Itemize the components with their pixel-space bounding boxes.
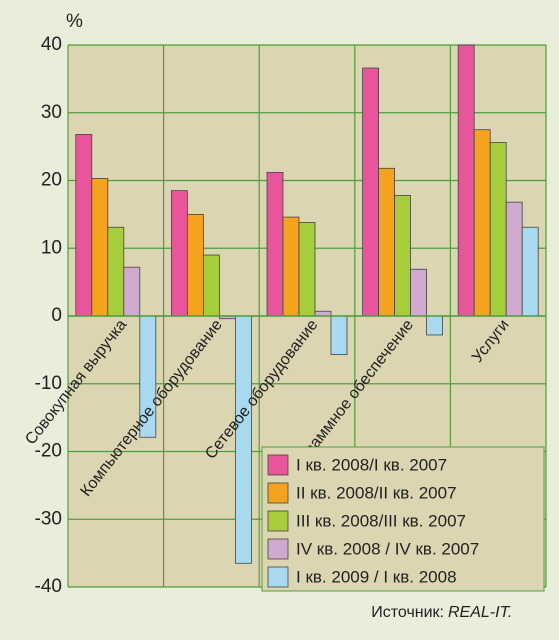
legend-label: I кв. 2009 / I кв. 2008 — [296, 567, 457, 586]
bar — [378, 167, 396, 317]
bar — [186, 213, 204, 317]
y-tick-label: -30 — [35, 508, 62, 529]
y-tick-label: 20 — [41, 170, 62, 191]
legend-label: II кв. 2008/II кв. 2007 — [296, 483, 457, 502]
bar — [298, 222, 316, 317]
legend-swatch — [267, 566, 289, 588]
y-tick-label: -40 — [35, 576, 62, 597]
y-unit: % — [66, 11, 83, 32]
source-name: REAL-IT. — [448, 604, 512, 621]
legend-swatch — [267, 510, 289, 532]
y-tick-label: 30 — [41, 102, 62, 123]
legend-box — [261, 446, 545, 592]
source-label: Источник: — [371, 604, 444, 621]
y-tick-label: -10 — [35, 373, 62, 394]
legend-swatch — [267, 482, 289, 504]
bar — [505, 201, 523, 317]
legend-swatch — [267, 538, 289, 560]
bar — [75, 134, 93, 317]
bar — [394, 195, 412, 317]
bar — [362, 67, 380, 317]
bar — [202, 254, 220, 317]
bar — [521, 226, 539, 317]
bar — [123, 266, 141, 317]
bar — [473, 129, 491, 317]
y-tick-label: -20 — [35, 441, 62, 462]
y-tick-label: 0 — [51, 305, 62, 326]
bar — [410, 268, 428, 317]
legend-label: I кв. 2008/I кв. 2007 — [296, 455, 447, 474]
bar — [266, 171, 284, 317]
bar — [170, 190, 188, 317]
bar — [330, 315, 348, 356]
legend-label: IV кв. 2008 / IV кв. 2007 — [296, 539, 479, 558]
y-tick-label: 40 — [41, 34, 62, 55]
bar — [91, 178, 109, 317]
bar — [282, 216, 300, 317]
bar — [107, 226, 125, 317]
legend-label: III кв. 2008/III кв. 2007 — [296, 511, 466, 530]
bar — [457, 44, 475, 317]
y-tick-label: 10 — [41, 237, 62, 258]
bar — [426, 315, 444, 336]
bar — [234, 315, 252, 564]
bar — [489, 142, 507, 317]
legend-swatch — [267, 454, 289, 476]
